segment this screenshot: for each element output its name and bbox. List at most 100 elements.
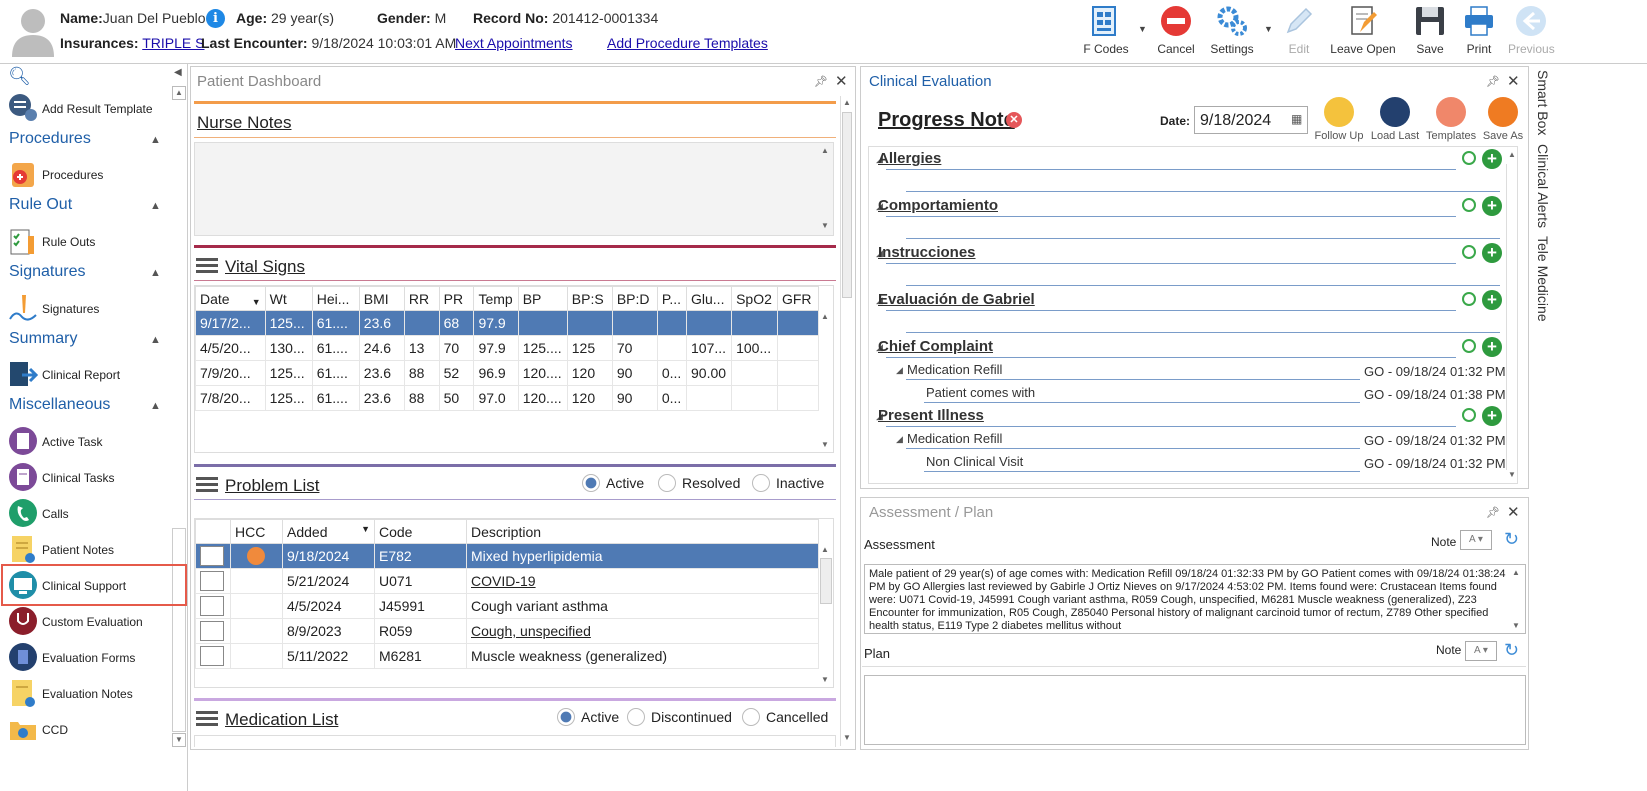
plan-note-style-dropdown[interactable]: A ▾ bbox=[1465, 641, 1497, 661]
vitals-column-header[interactable]: SpO2 bbox=[731, 286, 778, 311]
next-appointments-link[interactable]: Next Appointments bbox=[455, 35, 573, 51]
scroll-down-icon[interactable]: ▼ bbox=[843, 733, 851, 742]
section-miscellaneous[interactable]: Miscellaneous bbox=[9, 396, 111, 413]
vitals-column-header[interactable]: BP:S bbox=[566, 286, 613, 311]
problem-checkbox-cell[interactable] bbox=[195, 618, 231, 644]
alarm-icon[interactable] bbox=[1462, 151, 1476, 165]
scroll-down-icon[interactable]: ▼ bbox=[821, 440, 829, 449]
description-column-header[interactable]: Description bbox=[466, 519, 819, 544]
problem-filter-active[interactable]: Active bbox=[582, 474, 644, 492]
note-scrollbar[interactable] bbox=[1506, 164, 1518, 470]
insurance-link[interactable]: TRIPLE S bbox=[142, 35, 205, 51]
sidebar-item-procedures[interactable]: Procedures bbox=[8, 159, 184, 191]
problem-row[interactable]: 5/11/2022 M6281 Muscle weakness (generaliz… bbox=[195, 643, 819, 669]
pin-icon[interactable]: 📌︎ bbox=[1486, 76, 1500, 88]
scroll-down-icon[interactable]: ▼ bbox=[821, 675, 829, 684]
section-evaluacion-de-gabriel[interactable]: Evaluación de Gabriel bbox=[878, 291, 1035, 308]
follow-up-button[interactable]: Follow Up bbox=[1314, 97, 1364, 142]
problem-description-cell[interactable]: COVID-19 bbox=[466, 568, 819, 594]
leave-open-button[interactable]: Leave Open bbox=[1330, 4, 1396, 60]
sidebar-scrollbar[interactable] bbox=[172, 528, 186, 732]
section-present-illness[interactable]: Present Illness bbox=[878, 407, 984, 424]
problem-checkbox-cell[interactable] bbox=[195, 543, 231, 569]
vitals-column-header[interactable]: Hei... bbox=[311, 286, 360, 311]
chevron-up-icon[interactable]: ▲ bbox=[150, 400, 161, 412]
add-icon[interactable]: + bbox=[1482, 337, 1502, 357]
collapse-icon[interactable]: ◢ bbox=[876, 201, 883, 211]
settings-dropdown-icon[interactable]: ▼ bbox=[1264, 24, 1273, 34]
hcc-column-header[interactable]: HCC bbox=[230, 519, 283, 544]
tab-clinical-alerts[interactable]: Clinical Alerts bbox=[1535, 144, 1551, 229]
problem-description-cell[interactable]: Cough, unspecified bbox=[466, 618, 819, 644]
add-icon[interactable]: + bbox=[1482, 290, 1502, 310]
scroll-down-icon[interactable]: ▼ bbox=[821, 221, 829, 230]
section-procedures[interactable]: Procedures bbox=[9, 130, 91, 147]
problem-checkbox-cell[interactable] bbox=[195, 568, 231, 594]
problem-filter-inactive[interactable]: Inactive bbox=[752, 474, 824, 492]
note-entry[interactable]: Non Clinical Visit bbox=[926, 454, 1024, 469]
close-icon[interactable]: ✕ bbox=[835, 73, 848, 90]
sidebar-item-evaluation-notes[interactable]: Evaluation Notes bbox=[8, 678, 184, 710]
sidebar-item-ccd[interactable]: CCD bbox=[8, 714, 184, 746]
tab-smart-box[interactable]: Smart Box bbox=[1535, 70, 1551, 136]
pin-icon[interactable]: 📌︎ bbox=[1486, 507, 1500, 519]
sidebar-item-signatures[interactable]: Signatures bbox=[8, 293, 184, 325]
refresh-icon[interactable]: ↻ bbox=[1504, 640, 1520, 660]
scroll-down-icon[interactable]: ▼ bbox=[1512, 621, 1520, 630]
menu-icon[interactable] bbox=[196, 477, 218, 493]
sidebar-item-evaluation-forms[interactable]: Evaluation Forms bbox=[8, 642, 184, 674]
sort-icon[interactable]: ▼ bbox=[251, 296, 261, 307]
save-as-button[interactable]: Save As bbox=[1478, 97, 1528, 142]
problem-checkbox-cell[interactable] bbox=[195, 643, 231, 669]
settings-button[interactable]: Settings bbox=[1208, 4, 1256, 60]
sidebar-item-active-task[interactable]: Active Task bbox=[8, 426, 184, 458]
vitals-row[interactable]: 7/8/20... 125... 61.... 23.6 88 50 97.0 120....… bbox=[195, 385, 820, 411]
info-icon[interactable]: i bbox=[206, 9, 225, 28]
refresh-icon[interactable]: ↻ bbox=[1504, 529, 1520, 549]
scroll-up-icon[interactable]: ▲ bbox=[1508, 150, 1516, 159]
section-instrucciones[interactable]: Instrucciones bbox=[878, 244, 976, 261]
menu-icon[interactable] bbox=[196, 711, 218, 727]
plan-text[interactable] bbox=[864, 675, 1526, 745]
collapse-icon[interactable]: ◢ bbox=[876, 154, 883, 164]
pin-icon[interactable]: 📌︎ bbox=[814, 76, 828, 88]
cancel-button[interactable]: Cancel bbox=[1154, 4, 1198, 60]
alarm-icon[interactable] bbox=[1462, 408, 1476, 422]
assessment-text[interactable]: Male patient of 29 year(s) of age comes … bbox=[864, 564, 1526, 634]
vitals-row[interactable]: 4/5/20... 130... 61.... 24.6 13 70 97.9 125....… bbox=[195, 335, 820, 361]
add-icon[interactable]: + bbox=[1482, 149, 1502, 169]
date-field[interactable]: 9/18/2024 ▦ bbox=[1194, 106, 1308, 134]
vitals-column-header[interactable]: Temp bbox=[473, 286, 519, 311]
vitals-column-header[interactable]: BMI bbox=[358, 286, 405, 311]
problem-checkbox[interactable] bbox=[200, 546, 224, 566]
sidebar-item-clinical-support[interactable]: Clinical Support bbox=[8, 570, 184, 602]
vitals-row[interactable]: 9/17/2... 125... 61.... 23.6 68 97.9 bbox=[195, 310, 820, 336]
sidebar-item-clinical-tasks[interactable]: Clinical Tasks bbox=[8, 462, 184, 494]
vitals-column-header[interactable]: Wt bbox=[264, 286, 313, 311]
edit-button[interactable]: Edit bbox=[1280, 4, 1318, 60]
collapse-icon[interactable]: ◢ bbox=[896, 365, 903, 375]
problem-row[interactable]: 5/21/2024 U071 COVID-19 bbox=[195, 568, 819, 594]
alarm-icon[interactable] bbox=[1462, 292, 1476, 306]
section-allergies[interactable]: Allergies bbox=[878, 150, 942, 167]
note-entry[interactable]: Medication Refill bbox=[907, 362, 1003, 377]
scroll-up-icon[interactable]: ▲ bbox=[843, 98, 851, 107]
alarm-icon[interactable] bbox=[1462, 339, 1476, 353]
templates-button[interactable]: Templates bbox=[1426, 97, 1476, 142]
note-entry[interactable]: Medication Refill bbox=[907, 431, 1003, 446]
problem-checkbox[interactable] bbox=[200, 571, 224, 591]
menu-icon[interactable] bbox=[196, 258, 218, 274]
problem-row[interactable]: 4/5/2024 J45991 Cough variant asthma bbox=[195, 593, 819, 619]
problem-row[interactable]: 9/18/2024 E782 Mixed hyperlipidemia bbox=[195, 543, 819, 569]
medication-filter-cancelled[interactable]: Cancelled bbox=[742, 708, 828, 726]
alarm-icon[interactable] bbox=[1462, 198, 1476, 212]
problem-scroll-thumb[interactable] bbox=[820, 558, 832, 604]
vitals-column-header[interactable]: GFR bbox=[776, 286, 820, 311]
f-codes-dropdown-icon[interactable]: ▼ bbox=[1138, 24, 1147, 34]
dashboard-scrollbar[interactable] bbox=[840, 96, 854, 746]
calendar-icon[interactable]: ▦ bbox=[1291, 112, 1303, 126]
sidebar-item-calls[interactable]: Calls bbox=[8, 498, 184, 530]
add-icon[interactable]: + bbox=[1482, 243, 1502, 263]
code-column-header[interactable]: Code bbox=[374, 519, 467, 544]
collapse-icon[interactable]: ◢ bbox=[876, 248, 883, 258]
